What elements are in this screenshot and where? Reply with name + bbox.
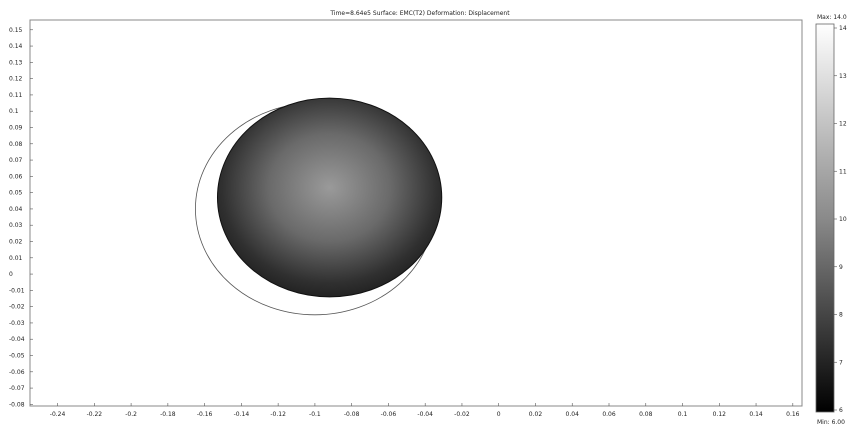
y-tick-label: 0.08 xyxy=(9,141,23,148)
x-tick-label: 0.06 xyxy=(602,411,616,418)
x-tick-label: 0.16 xyxy=(786,411,800,418)
x-tick-label: -0.18 xyxy=(160,411,176,418)
y-tick-label: 0.12 xyxy=(9,76,23,83)
x-tick-label: 0.08 xyxy=(639,411,653,418)
colorbar-tick-label: 10 xyxy=(839,216,847,223)
y-tick-label: -0.07 xyxy=(9,385,25,392)
y-tick-label: -0.04 xyxy=(9,336,25,343)
colorbar-tick-label: 11 xyxy=(839,168,847,175)
y-tick-label: -0.08 xyxy=(9,401,25,408)
y-axis-ticks: 0.15 0.14 0.13 0.12 0.11 0.1 0.09 0.08 0.07 0.06 0… xyxy=(9,27,33,408)
y-tick-label: -0.05 xyxy=(9,353,25,360)
x-tick-label: 0.12 xyxy=(713,411,727,418)
x-tick-label: -0.2 xyxy=(125,411,137,418)
x-tick-label: -0.04 xyxy=(417,411,433,418)
y-tick-label: -0.02 xyxy=(9,304,25,311)
y-tick-label: 0.09 xyxy=(9,124,23,131)
colorbar-min-label: Min: 6.00 xyxy=(817,419,845,426)
colorbar xyxy=(815,23,835,413)
y-tick-label: 0.15 xyxy=(9,27,23,34)
x-tick-label: 0 xyxy=(497,411,501,418)
y-tick-label: 0.06 xyxy=(9,173,23,180)
x-axis-ticks: -0.24 -0.22 -0.2 -0.18 -0.16 -0.14 -0.12 -0.1 -0… xyxy=(50,403,800,418)
x-tick-label: -0.1 xyxy=(309,411,321,418)
colorbar-ticks: 14 13 12 11 10 9 8 7 6 xyxy=(834,25,847,414)
y-tick-label: 0.05 xyxy=(9,190,23,197)
y-tick-label: 0.01 xyxy=(9,255,23,262)
y-tick-label: 0 xyxy=(9,271,13,278)
colorbar-tick-label: 12 xyxy=(839,121,847,128)
x-tick-label: -0.22 xyxy=(87,411,103,418)
y-tick-label: 0.03 xyxy=(9,222,23,229)
deformed-surface-disk xyxy=(216,97,443,298)
x-tick-label: 0.04 xyxy=(566,411,580,418)
x-tick-label: -0.14 xyxy=(234,411,250,418)
y-tick-label: 0.04 xyxy=(9,206,23,213)
x-tick-label: 0.1 xyxy=(678,411,688,418)
x-tick-label: 0.02 xyxy=(529,411,543,418)
y-tick-label: -0.01 xyxy=(9,287,25,294)
colorbar-tick-label: 14 xyxy=(839,25,847,32)
x-tick-label: -0.06 xyxy=(381,411,397,418)
plot-title: Time=8.64e5 Surface: EMC(T2) Deformation… xyxy=(329,10,510,17)
colorbar-tick-label: 8 xyxy=(839,312,843,319)
colorbar-tick-label: 13 xyxy=(839,73,847,80)
y-tick-label: 0.14 xyxy=(9,43,23,50)
colorbar-tick-label: 6 xyxy=(839,407,843,414)
y-tick-label: 0.02 xyxy=(9,239,23,246)
y-tick-label: 0.1 xyxy=(9,108,19,115)
x-tick-label: -0.08 xyxy=(344,411,360,418)
x-tick-label: -0.24 xyxy=(50,411,66,418)
x-tick-label: 0.14 xyxy=(749,411,763,418)
y-tick-label: 0.11 xyxy=(9,92,23,99)
x-tick-label: -0.02 xyxy=(454,411,470,418)
y-tick-label: 0.07 xyxy=(9,157,23,164)
x-tick-label: -0.12 xyxy=(270,411,286,418)
y-tick-label: 0.13 xyxy=(9,59,23,66)
colorbar-tick-label: 7 xyxy=(839,359,843,366)
y-tick-label: -0.06 xyxy=(9,369,25,376)
colorbar-max-label: Max: 14.0 xyxy=(817,14,847,21)
colorbar-tick-label: 9 xyxy=(839,264,843,271)
x-tick-label: -0.16 xyxy=(197,411,213,418)
y-tick-label: -0.03 xyxy=(9,320,25,327)
